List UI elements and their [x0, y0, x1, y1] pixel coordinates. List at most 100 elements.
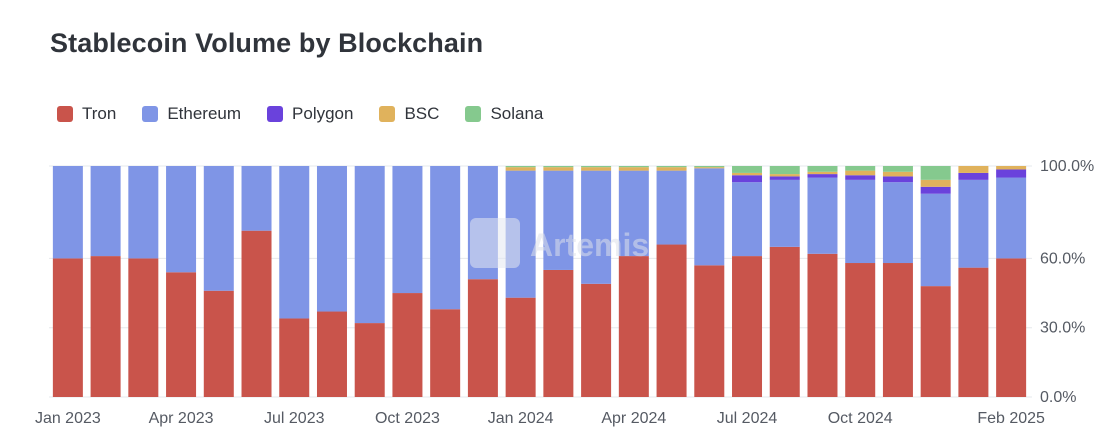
bar-segment-polygon[interactable]	[807, 174, 838, 178]
bar-segment-bsc[interactable]	[807, 171, 838, 175]
bar-segment-tron[interactable]	[694, 265, 725, 397]
bar-segment-solana[interactable]	[505, 166, 536, 168]
bar-segment-tron[interactable]	[203, 290, 234, 397]
y-tick-label: 100.0%	[1040, 158, 1094, 175]
watermark-logo-icon	[470, 218, 520, 268]
bar-segment-ethereum[interactable]	[166, 166, 197, 273]
bar-segment-tron[interactable]	[90, 256, 121, 397]
x-tick-label: Jul 2024	[717, 410, 778, 427]
legend-item-tron[interactable]: Tron	[57, 104, 116, 124]
bar-segment-bsc[interactable]	[581, 167, 612, 171]
legend: Tron Ethereum Polygon BSC Solana	[57, 104, 569, 124]
bar-segment-ethereum[interactable]	[279, 166, 310, 319]
legend-label-polygon: Polygon	[292, 104, 354, 123]
bar-segment-ethereum[interactable]	[656, 170, 687, 245]
bar-segment-tron[interactable]	[128, 258, 159, 397]
legend-label-solana: Solana	[490, 104, 544, 123]
bar-segment-solana[interactable]	[543, 166, 574, 168]
bar-segment-tron[interactable]	[430, 309, 461, 397]
bar-segment-ethereum[interactable]	[958, 179, 989, 268]
bar-segment-ethereum[interactable]	[618, 170, 649, 257]
bar-segment-solana[interactable]	[845, 166, 876, 171]
bar-segment-tron[interactable]	[505, 297, 536, 397]
bar-segment-ethereum[interactable]	[316, 166, 347, 312]
bar-segment-ethereum[interactable]	[241, 166, 272, 231]
bar-segment-tron[interactable]	[618, 256, 649, 397]
bar-segment-tron[interactable]	[581, 283, 612, 397]
bar-segment-tron[interactable]	[279, 318, 310, 397]
bar-segment-solana[interactable]	[694, 166, 725, 168]
bar-segment-ethereum[interactable]	[769, 179, 800, 247]
bar-segment-solana[interactable]	[618, 166, 649, 168]
bar-segment-ethereum[interactable]	[882, 182, 913, 264]
bar-segment-bsc[interactable]	[920, 179, 951, 187]
bar-segment-ethereum[interactable]	[845, 179, 876, 264]
bar-segment-polygon[interactable]	[732, 175, 763, 183]
bar-segment-ethereum[interactable]	[694, 168, 725, 266]
bar-segment-bsc[interactable]	[996, 166, 1027, 170]
bar-segment-ethereum[interactable]	[392, 166, 423, 294]
bar-segment-tron[interactable]	[52, 258, 83, 397]
bar-segment-ethereum[interactable]	[90, 166, 121, 257]
bar-segment-polygon[interactable]	[882, 176, 913, 183]
bar-segment-bsc[interactable]	[618, 167, 649, 171]
y-tick-label: 0.0%	[1040, 389, 1076, 406]
legend-swatch-ethereum	[142, 106, 159, 122]
bar-segment-bsc[interactable]	[769, 174, 800, 177]
bar-segment-tron[interactable]	[845, 263, 876, 397]
bar-segment-ethereum[interactable]	[920, 193, 951, 287]
bar-segment-ethereum[interactable]	[203, 166, 234, 291]
bar-segment-bsc[interactable]	[958, 166, 989, 173]
bar-segment-bsc[interactable]	[543, 167, 574, 171]
bar-segment-tron[interactable]	[882, 263, 913, 397]
legend-item-solana[interactable]: Solana	[465, 104, 543, 124]
bar-segment-bsc[interactable]	[656, 167, 687, 171]
bar-segment-ethereum[interactable]	[52, 166, 83, 259]
bar-segment-solana[interactable]	[807, 166, 838, 172]
legend-item-ethereum[interactable]: Ethereum	[142, 104, 241, 124]
bar-segment-bsc[interactable]	[694, 167, 725, 169]
bar-segment-tron[interactable]	[241, 230, 272, 397]
bar-segment-bsc[interactable]	[882, 171, 913, 177]
bar-segment-tron[interactable]	[392, 293, 423, 397]
bar-segment-ethereum[interactable]	[430, 166, 461, 310]
bar-segment-solana[interactable]	[732, 166, 763, 173]
bar-segment-bsc[interactable]	[732, 172, 763, 176]
bar-segment-ethereum[interactable]	[996, 177, 1027, 259]
bar-segment-tron[interactable]	[354, 323, 385, 397]
bar-segment-tron[interactable]	[958, 267, 989, 397]
bar-segment-tron[interactable]	[467, 279, 498, 397]
bar-segment-tron[interactable]	[656, 244, 687, 397]
bar-segment-polygon[interactable]	[996, 169, 1027, 178]
watermark-text: Artemis	[530, 227, 649, 263]
bar-segment-ethereum[interactable]	[581, 170, 612, 284]
bar-segment-solana[interactable]	[656, 166, 687, 168]
bar-segment-ethereum[interactable]	[807, 177, 838, 254]
bar-segment-polygon[interactable]	[958, 172, 989, 180]
bar-segment-ethereum[interactable]	[543, 170, 574, 270]
bar-segment-ethereum[interactable]	[128, 166, 159, 259]
x-tick-label: Jan 2023	[35, 410, 101, 427]
bar-segment-bsc[interactable]	[505, 167, 536, 171]
bar-segment-tron[interactable]	[732, 256, 763, 397]
bar-segment-tron[interactable]	[769, 246, 800, 397]
bar-segment-tron[interactable]	[920, 286, 951, 397]
bar-segment-solana[interactable]	[581, 166, 612, 168]
legend-item-bsc[interactable]: BSC	[379, 104, 439, 124]
bar-segment-solana[interactable]	[920, 166, 951, 180]
bar-segment-polygon[interactable]	[845, 175, 876, 180]
bar-segment-tron[interactable]	[996, 258, 1027, 397]
bar-segment-polygon[interactable]	[769, 176, 800, 180]
legend-item-polygon[interactable]: Polygon	[267, 104, 353, 124]
bar-segment-polygon[interactable]	[920, 186, 951, 194]
bar-segment-ethereum[interactable]	[354, 166, 385, 324]
bar-segment-tron[interactable]	[166, 272, 197, 397]
bar-segment-bsc[interactable]	[845, 170, 876, 176]
x-tick-label: Jan 2024	[488, 410, 554, 427]
bar-segment-tron[interactable]	[543, 269, 574, 397]
bar-segment-solana[interactable]	[769, 166, 800, 175]
bar-segment-tron[interactable]	[807, 253, 838, 397]
bar-segment-tron[interactable]	[316, 311, 347, 397]
bar-segment-ethereum[interactable]	[732, 182, 763, 257]
bar-segment-solana[interactable]	[882, 166, 913, 172]
